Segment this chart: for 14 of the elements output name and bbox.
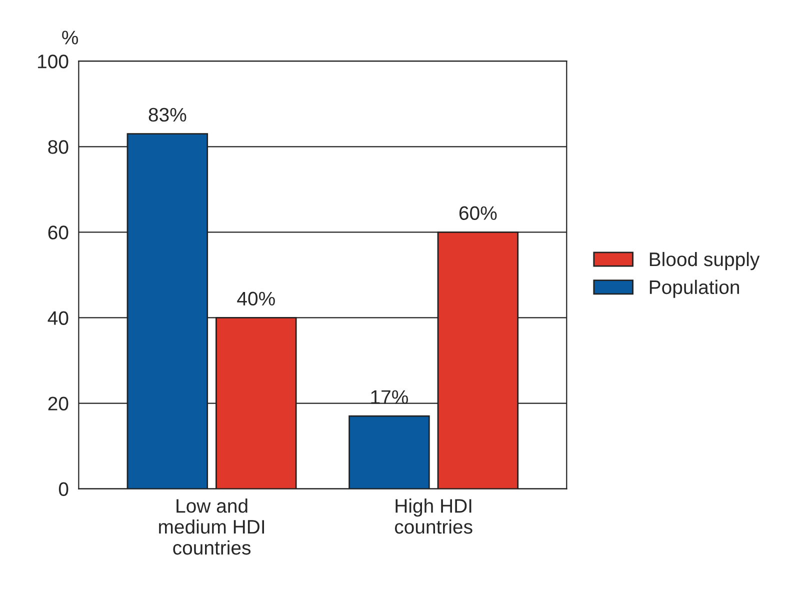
y-tick-label: 40 — [48, 311, 68, 325]
legend-label: Population — [650, 280, 739, 298]
y-axis-title: % — [62, 30, 78, 44]
y-tick-label: 0 — [58, 482, 68, 496]
data-label: 83% — [148, 108, 186, 122]
data-label: 40% — [237, 292, 275, 306]
y-tick-label: 80 — [48, 140, 68, 154]
x-tick-label: Low and medium HDI countries — [159, 498, 264, 555]
y-tick-label: 100 — [38, 54, 68, 68]
y-tick-label: 60 — [48, 226, 68, 240]
x-tick-label: High HDI countries — [394, 498, 472, 534]
data-label: 60% — [459, 206, 497, 220]
legend-label: Blood supply — [650, 252, 760, 270]
y-tick-label: 20 — [48, 396, 68, 410]
